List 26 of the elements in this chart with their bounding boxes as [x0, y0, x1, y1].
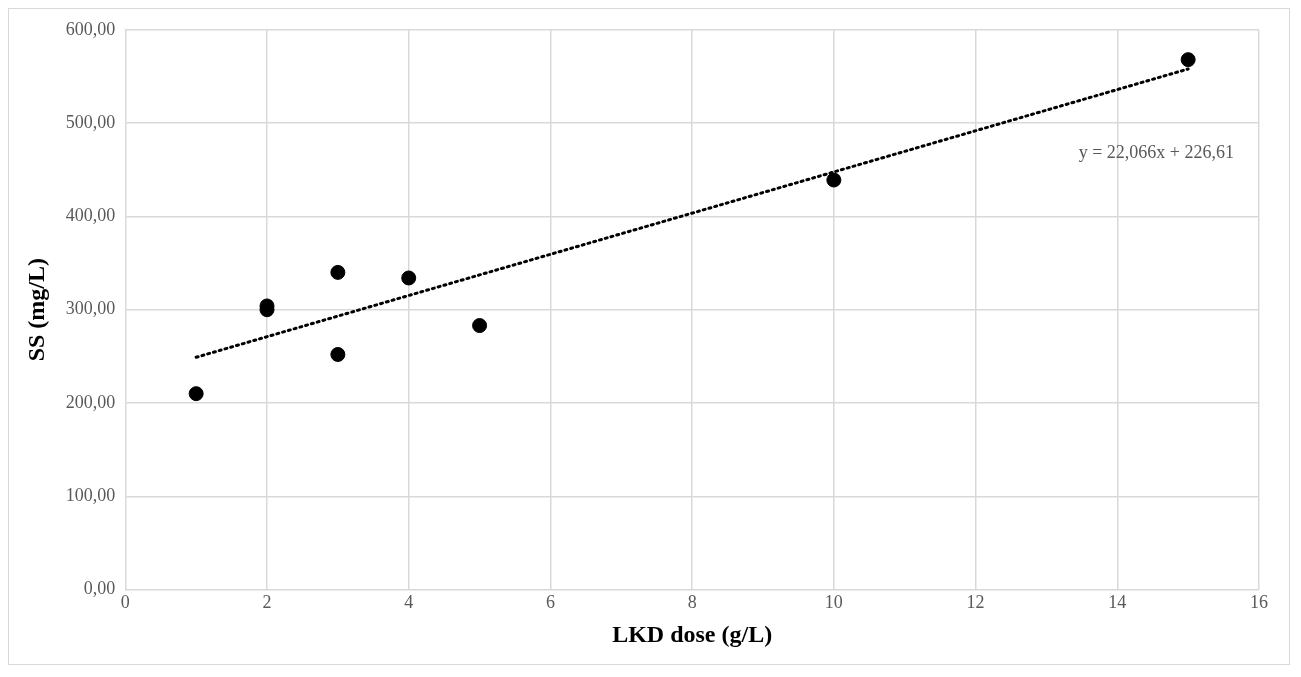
- point: [1180, 52, 1196, 68]
- annotation: y = 22,066x + 226,61: [1078, 141, 1234, 162]
- y-tick-label: 300,00: [65, 298, 116, 319]
- x-tick-label: 6: [545, 592, 555, 613]
- y-tick-label: 400,00: [65, 205, 116, 226]
- x-tick-label: 12: [966, 592, 985, 613]
- point: [401, 270, 417, 286]
- y-tick-label: 0,00: [83, 578, 116, 599]
- point: [330, 346, 346, 362]
- point: [188, 386, 204, 402]
- x-tick-label: 14: [1108, 592, 1127, 613]
- y-axis-title: SS (mg/L): [22, 258, 49, 362]
- x-tick-label: 10: [824, 592, 843, 613]
- x-tick-label: 4: [404, 592, 414, 613]
- y-tick-label: 200,00: [65, 391, 116, 412]
- x-axis-title: LKD dose (g/L): [612, 620, 773, 647]
- x-tick-label: 2: [262, 592, 272, 613]
- point: [826, 172, 842, 188]
- point: [472, 318, 488, 334]
- y-tick-label: 100,00: [65, 485, 116, 506]
- x-tick-label: 16: [1250, 592, 1268, 613]
- x-tick-label: 0: [120, 592, 130, 613]
- point: [330, 264, 346, 280]
- x-tick-label: 8: [687, 592, 697, 613]
- y-tick-label: 500,00: [65, 111, 116, 132]
- y-tick-label: 600,00: [65, 18, 116, 39]
